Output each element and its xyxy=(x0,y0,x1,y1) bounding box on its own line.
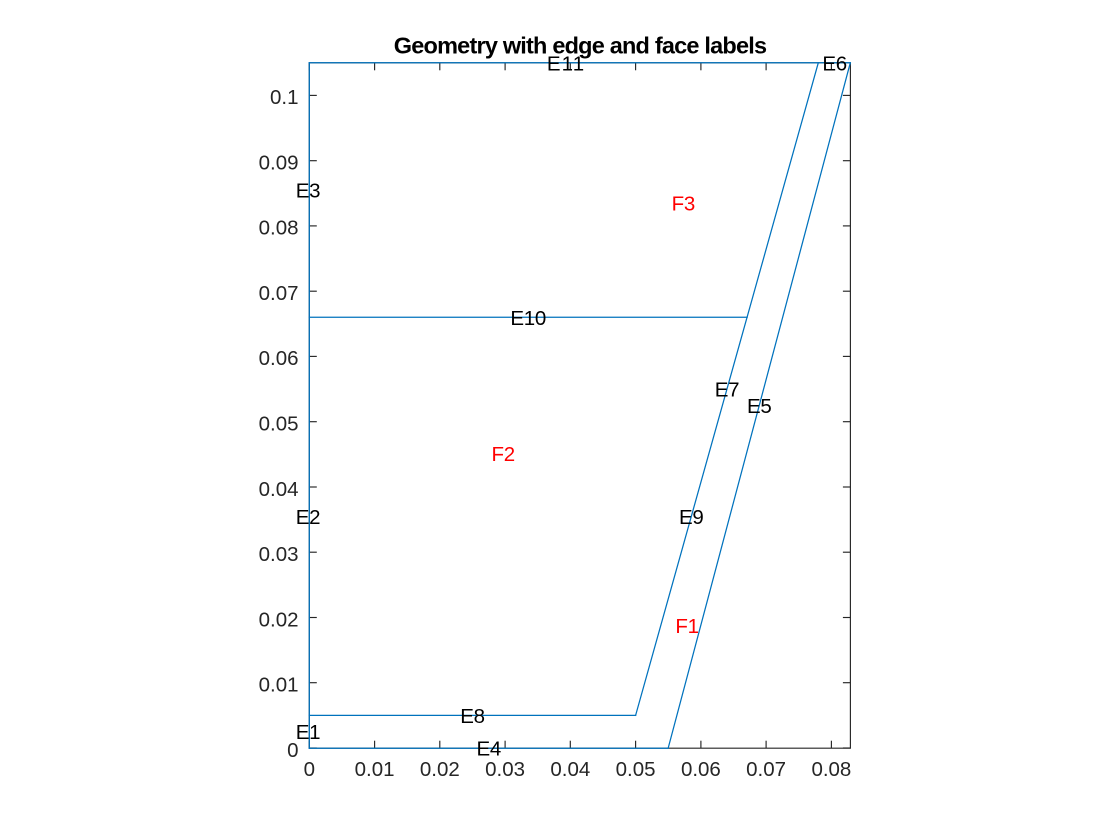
svg-text:0: 0 xyxy=(287,739,298,762)
svg-text:0.07: 0.07 xyxy=(746,758,786,781)
svg-text:0.03: 0.03 xyxy=(485,758,525,781)
svg-text:E7: E7 xyxy=(715,379,739,402)
svg-text:E9: E9 xyxy=(679,506,703,529)
svg-text:E10: E10 xyxy=(510,307,546,330)
svg-text:0.08: 0.08 xyxy=(811,758,851,781)
svg-text:0.02: 0.02 xyxy=(259,608,299,631)
svg-text:E2: E2 xyxy=(296,506,320,529)
svg-text:0.01: 0.01 xyxy=(355,758,395,781)
svg-text:0.08: 0.08 xyxy=(259,217,299,240)
svg-text:E6: E6 xyxy=(822,52,846,75)
svg-text:F1: F1 xyxy=(675,615,698,638)
svg-text:0.01: 0.01 xyxy=(259,674,299,697)
svg-text:0.04: 0.04 xyxy=(259,478,299,501)
svg-text:F2: F2 xyxy=(492,443,515,466)
svg-text:0.04: 0.04 xyxy=(550,758,590,781)
svg-text:0.06: 0.06 xyxy=(681,758,721,781)
svg-text:E8: E8 xyxy=(460,705,484,728)
svg-text:E3: E3 xyxy=(296,180,320,203)
svg-text:0.07: 0.07 xyxy=(259,282,299,305)
svg-text:0.02: 0.02 xyxy=(420,758,460,781)
svg-text:Geometry with edge and face la: Geometry with edge and face labels xyxy=(394,33,767,59)
svg-text:E11: E11 xyxy=(547,52,586,75)
svg-text:0: 0 xyxy=(304,758,315,781)
svg-text:E1: E1 xyxy=(296,721,320,744)
svg-text:0.09: 0.09 xyxy=(259,152,299,175)
svg-text:0.05: 0.05 xyxy=(616,758,656,781)
svg-text:0.1: 0.1 xyxy=(270,86,299,109)
svg-text:0.03: 0.03 xyxy=(259,543,299,566)
svg-text:E5: E5 xyxy=(747,395,771,418)
svg-text:0.06: 0.06 xyxy=(259,347,299,370)
svg-text:0.05: 0.05 xyxy=(259,413,299,436)
svg-text:E4: E4 xyxy=(477,738,501,761)
svg-text:F3: F3 xyxy=(672,192,695,215)
